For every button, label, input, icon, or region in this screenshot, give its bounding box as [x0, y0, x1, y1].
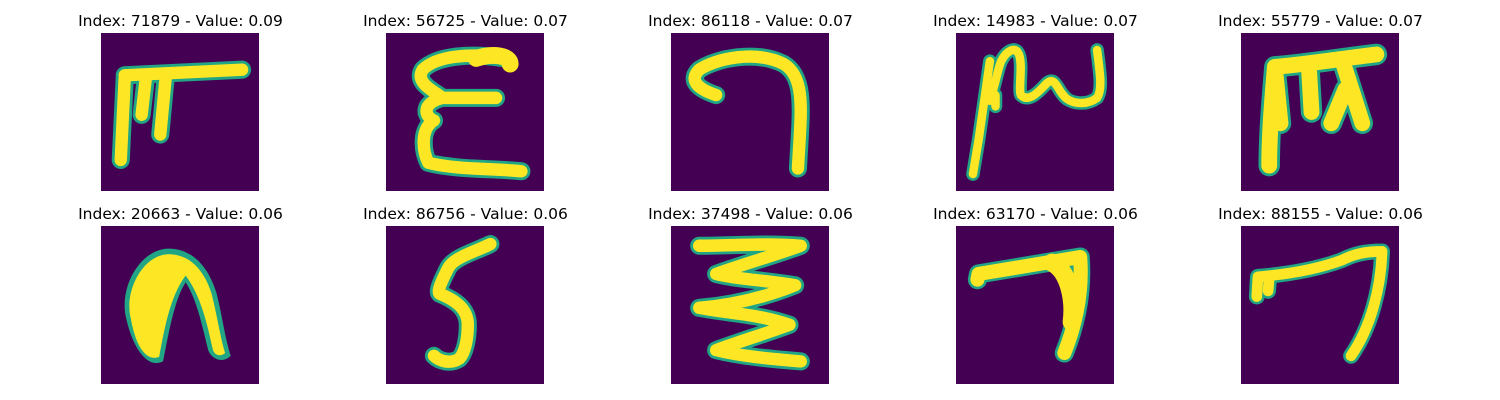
- panel-title: Index: 88155 - Value: 0.06: [1218, 205, 1423, 223]
- panel-title: Index: 71879 - Value: 0.09: [78, 12, 283, 30]
- panel-title: Index: 55779 - Value: 0.07: [1218, 12, 1423, 30]
- panel-8: Index: 37498 - Value: 0.06: [608, 205, 893, 390]
- glyph-image: [101, 33, 259, 191]
- panel-3: Index: 86118 - Value: 0.07: [608, 12, 893, 197]
- panel-title: Index: 20663 - Value: 0.06: [78, 205, 283, 223]
- glyph-image: [956, 226, 1114, 384]
- glyph-image: [386, 33, 544, 191]
- glyph-image: [101, 226, 259, 384]
- panel-7: Index: 86756 - Value: 0.06: [323, 205, 608, 390]
- glyph-image: [1241, 33, 1399, 191]
- panel-9: Index: 63170 - Value: 0.06: [893, 205, 1178, 390]
- glyph-image: [671, 226, 829, 384]
- panel-2: Index: 56725 - Value: 0.07: [323, 12, 608, 197]
- panel-5: Index: 55779 - Value: 0.07: [1178, 12, 1463, 197]
- glyph-image: [671, 33, 829, 191]
- panel-title: Index: 14983 - Value: 0.07: [933, 12, 1138, 30]
- panel-title: Index: 56725 - Value: 0.07: [363, 12, 568, 30]
- panel-title: Index: 86118 - Value: 0.07: [648, 12, 853, 30]
- panel-title: Index: 37498 - Value: 0.06: [648, 205, 853, 223]
- panel-4: Index: 14983 - Value: 0.07: [893, 12, 1178, 197]
- panel-title: Index: 63170 - Value: 0.06: [933, 205, 1138, 223]
- panel-10: Index: 88155 - Value: 0.06: [1178, 205, 1463, 390]
- panel-title: Index: 86756 - Value: 0.06: [363, 205, 568, 223]
- glyph-image: [1241, 226, 1399, 384]
- panel-6: Index: 20663 - Value: 0.06: [38, 205, 323, 390]
- glyph-image: [956, 33, 1114, 191]
- glyph-image: [386, 226, 544, 384]
- panel-1: Index: 71879 - Value: 0.09: [38, 12, 323, 197]
